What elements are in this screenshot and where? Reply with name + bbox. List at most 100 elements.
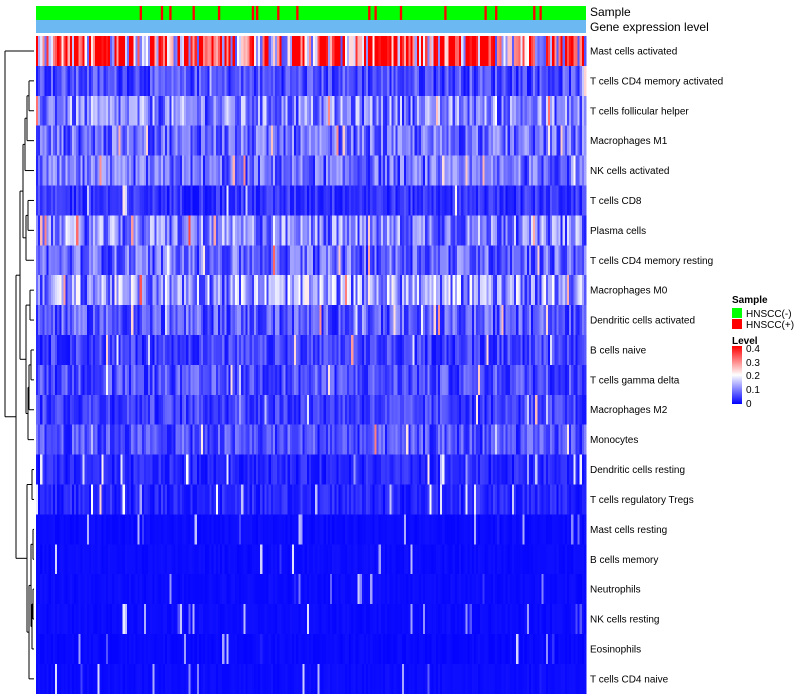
- heatmap-cell: [167, 245, 170, 276]
- heatmap-cell: [103, 514, 107, 545]
- heatmap-cell: [429, 514, 432, 545]
- heatmap-cell: [158, 215, 162, 246]
- heatmap-cell: [406, 155, 409, 186]
- heatmap-cell: [346, 305, 350, 336]
- heatmap-cell: [298, 275, 301, 306]
- heatmap-cell: [93, 574, 96, 605]
- heatmap-cell: [391, 155, 394, 186]
- heatmap-cell: [190, 155, 193, 186]
- heatmap-cell: [395, 185, 398, 216]
- heatmap-cell: [380, 125, 384, 156]
- heatmap-cell: [503, 424, 506, 455]
- heatmap-cell: [484, 65, 487, 97]
- heatmap-cell: [488, 275, 492, 306]
- heatmap-cell: [338, 36, 341, 67]
- heatmap-cell: [429, 424, 432, 455]
- heatmap-cell: [217, 125, 221, 156]
- heatmap-cell: [256, 364, 259, 396]
- heatmap-cell: [308, 36, 312, 67]
- heatmap-cell: [444, 125, 447, 156]
- heatmap-cell: [169, 185, 172, 216]
- heatmap-cell: [450, 215, 453, 246]
- heatmap-cell: [192, 364, 195, 396]
- heatmap-cell: [289, 484, 293, 515]
- heatmap-cell: [234, 335, 238, 366]
- sample-marker-hnscc-positive: [277, 6, 280, 20]
- heatmap-cell: [272, 484, 276, 515]
- heatmap-cell: [222, 155, 225, 186]
- heatmap-cell: [143, 484, 147, 515]
- heatmap-cell: [291, 95, 295, 126]
- heatmap-cell: [118, 245, 121, 276]
- heatmap-cell: [516, 484, 519, 515]
- heatmap-cell: [490, 65, 494, 97]
- heatmap-cell: [283, 275, 286, 306]
- heatmap-cell: [435, 245, 439, 276]
- heatmap-cell: [560, 484, 563, 515]
- heatmap-cell: [374, 544, 377, 575]
- heatmap-cell: [232, 454, 236, 485]
- heatmap-cell: [554, 36, 557, 67]
- heatmap-cell: [535, 36, 538, 67]
- heatmap-cell: [330, 424, 333, 455]
- heatmap-cell: [148, 36, 151, 67]
- heatmap-cell: [71, 185, 75, 216]
- heatmap-cell: [84, 484, 88, 515]
- heatmap-cell: [88, 335, 92, 366]
- heatmap-cell: [133, 215, 136, 246]
- heatmap-cell: [505, 335, 508, 366]
- heatmap-cell: [435, 185, 439, 216]
- heatmap-cell: [84, 36, 88, 67]
- heatmap-cell: [577, 454, 580, 485]
- heatmap-cell: [387, 394, 390, 425]
- heatmap-cell: [139, 125, 143, 156]
- heatmap-cell: [313, 36, 316, 67]
- heatmap-cell: [395, 155, 398, 186]
- heatmap-cell: [84, 364, 88, 396]
- heatmap-cell: [120, 155, 123, 186]
- heatmap-cell: [126, 574, 130, 605]
- heatmap-cell: [230, 454, 233, 485]
- heatmap-cell: [160, 95, 164, 126]
- heatmap-cell: [194, 65, 198, 97]
- heatmap-cell: [289, 185, 293, 216]
- heatmap-cell: [277, 275, 280, 306]
- heatmap-cell: [192, 484, 195, 515]
- heatmap-cell: [543, 394, 547, 425]
- heatmap-cell: [201, 125, 204, 156]
- heatmap-cell: [558, 215, 561, 246]
- heatmap-cell: [505, 514, 508, 545]
- heatmap-cell: [336, 275, 339, 306]
- heatmap-cell: [531, 36, 534, 67]
- heatmap-cell: [497, 454, 500, 485]
- heatmap-cell: [264, 454, 267, 485]
- heatmap-cell: [133, 454, 136, 485]
- heatmap-cell: [543, 275, 547, 306]
- heatmap-cell: [65, 65, 68, 97]
- heatmap-cell: [36, 245, 39, 276]
- heatmap-cell: [492, 364, 496, 396]
- heatmap-cell: [260, 275, 263, 306]
- heatmap-cell: [222, 544, 225, 575]
- heatmap-cell: [143, 544, 147, 575]
- sample-marker-hnscc-positive: [539, 6, 542, 20]
- heatmap-cell: [272, 245, 276, 276]
- heatmap-cell: [366, 544, 369, 575]
- heatmap-cell: [84, 155, 88, 186]
- heatmap-cell: [306, 394, 310, 425]
- heatmap-cell: [387, 424, 390, 455]
- heatmap-cell: [418, 424, 422, 455]
- heatmap-cell: [332, 364, 335, 396]
- heatmap-cell: [579, 36, 583, 67]
- heatmap-cell: [410, 36, 413, 67]
- heatmap-cell: [467, 275, 470, 306]
- heatmap-cell: [444, 394, 447, 425]
- heatmap-cell: [126, 454, 130, 485]
- heatmap-cell: [344, 125, 348, 156]
- heatmap-cell: [230, 155, 233, 186]
- heatmap-cell: [55, 544, 58, 575]
- heatmap-cell: [560, 245, 563, 276]
- heatmap-cell: [177, 215, 181, 246]
- heatmap-cell: [59, 36, 62, 67]
- heatmap-cell: [319, 335, 322, 366]
